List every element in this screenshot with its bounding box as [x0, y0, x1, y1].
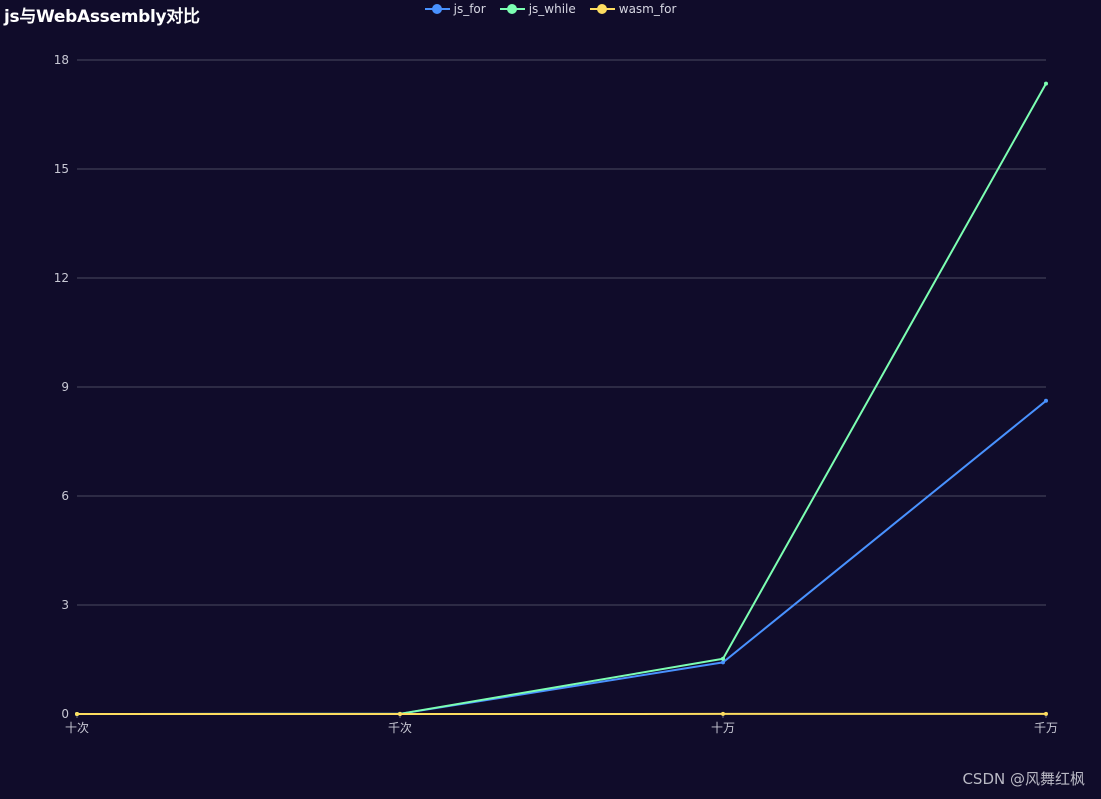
grid-lines: [77, 59, 1046, 715]
y-tick-label: 9: [61, 380, 69, 394]
watermark: CSDN @风舞红枫: [962, 770, 1085, 788]
data-point[interactable]: [721, 656, 725, 661]
series-js-for: [75, 398, 1048, 716]
legend-label: js_while: [528, 2, 576, 16]
y-tick-label: 18: [54, 53, 69, 67]
data-point[interactable]: [1044, 711, 1048, 716]
y-tick-label: 6: [61, 489, 69, 503]
series-wasm-for: [75, 711, 1048, 716]
y-tick-label: 15: [54, 162, 69, 176]
series-js-while: [75, 81, 1048, 716]
data-point[interactable]: [398, 712, 402, 716]
data-point[interactable]: [1044, 398, 1048, 403]
series-line: [76, 83, 1047, 715]
data-point[interactable]: [721, 711, 725, 716]
legend-label: wasm_for: [618, 2, 677, 16]
x-tick-label: 千万: [1034, 721, 1058, 735]
y-tick-label: 12: [54, 271, 69, 285]
y-axis-ticks: 0 3 6 9 12 15 18: [54, 53, 69, 721]
x-tick-label: 十次: [65, 721, 89, 735]
y-tick-label: 3: [61, 598, 69, 612]
data-point[interactable]: [721, 660, 725, 665]
y-tick-label: 0: [61, 707, 69, 721]
data-point[interactable]: [1044, 81, 1048, 86]
legend-item-js-for[interactable]: js_for: [424, 2, 486, 16]
legend-swatch-icon: [499, 2, 525, 16]
legend-item-js-while[interactable]: js_while: [499, 2, 576, 16]
chart-title: js与WebAssembly对比: [4, 7, 200, 27]
data-point[interactable]: [75, 712, 79, 716]
x-tick-label: 千次: [388, 721, 412, 735]
x-axis-ticks: 十次 千次 十万 千万: [65, 714, 1058, 735]
legend-swatch-icon: [589, 2, 615, 16]
series-line: [76, 400, 1047, 715]
legend-swatch-icon: [424, 2, 450, 16]
legend-item-wasm-for[interactable]: wasm_for: [589, 2, 677, 16]
x-tick-label: 十万: [711, 721, 735, 735]
chart-legend: js_for js_while wasm_for: [0, 2, 1101, 16]
legend-label: js_for: [453, 2, 486, 16]
series-lines: [75, 81, 1048, 716]
